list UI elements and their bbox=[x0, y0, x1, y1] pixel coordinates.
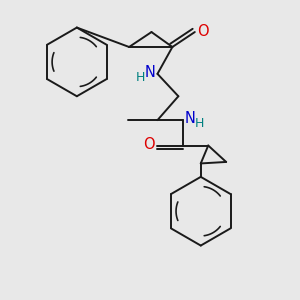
Text: H: H bbox=[136, 71, 146, 84]
Text: H: H bbox=[195, 117, 204, 130]
Text: N: N bbox=[145, 65, 156, 80]
Text: O: O bbox=[197, 24, 209, 39]
Text: O: O bbox=[143, 136, 154, 152]
Text: N: N bbox=[184, 111, 195, 126]
